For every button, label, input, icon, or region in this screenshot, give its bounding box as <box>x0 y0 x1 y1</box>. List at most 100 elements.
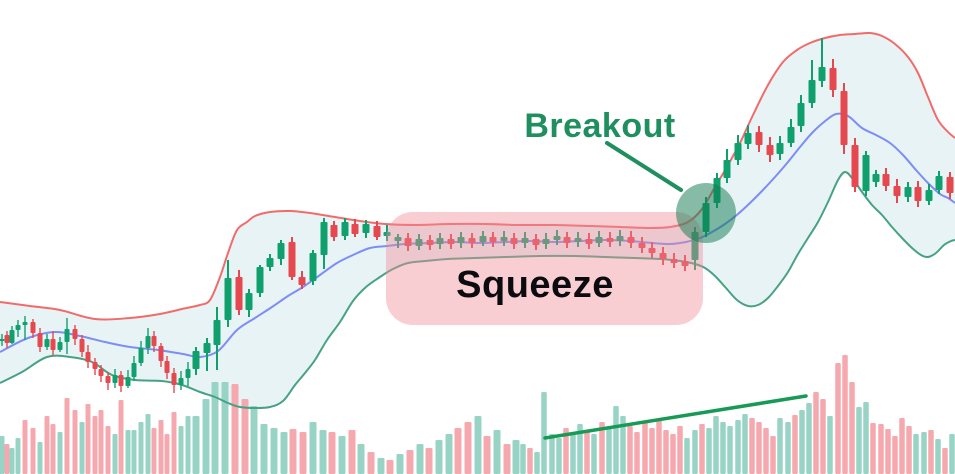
volume-bar <box>827 416 833 474</box>
candle-body <box>595 237 603 243</box>
volume-bar <box>749 418 755 474</box>
candle-body <box>213 320 221 345</box>
volume-bar <box>30 428 36 474</box>
volume-bar <box>474 416 482 474</box>
candle-body <box>64 329 70 342</box>
volume-bar <box>613 406 619 474</box>
candle-body <box>50 339 56 350</box>
candle-body <box>574 238 582 242</box>
volume-bar <box>677 426 683 474</box>
volume-bar <box>445 434 453 474</box>
candle-body <box>659 253 667 259</box>
breakout-highlight-circle <box>676 183 736 243</box>
candle-body <box>22 322 28 325</box>
candle-body <box>542 239 550 244</box>
volume-bar <box>145 414 151 474</box>
volume-bar <box>4 444 10 474</box>
candle-body <box>606 238 614 242</box>
volume-bar <box>192 416 200 474</box>
volume-bar <box>270 428 278 474</box>
volume-bar <box>563 428 569 474</box>
candle-body <box>192 351 200 369</box>
volume-bar <box>386 460 394 474</box>
candle-body <box>946 177 954 193</box>
candle-body <box>394 237 402 241</box>
volume-bar <box>863 402 869 474</box>
volume-bar <box>684 438 690 474</box>
volume-bar <box>512 440 520 474</box>
volume-bar <box>211 382 219 474</box>
volume-bar <box>942 448 948 474</box>
volume-bar <box>178 426 184 474</box>
volume-bar <box>64 398 70 474</box>
candle-body <box>776 143 784 154</box>
candle-body <box>404 238 412 246</box>
volume-bar <box>642 422 648 474</box>
volume-bar <box>406 450 414 474</box>
volume-bar <box>37 442 43 474</box>
candle-body <box>808 80 816 103</box>
volume-bar <box>727 426 733 474</box>
volume-bar <box>319 430 327 474</box>
volume-bar <box>241 399 249 474</box>
volume-bar <box>620 416 626 474</box>
candle-body <box>309 253 317 281</box>
breakout-pointer-line <box>605 141 683 192</box>
candle-body <box>288 242 296 277</box>
volume-bar <box>627 426 633 474</box>
candle-body <box>851 145 859 187</box>
candle-body <box>723 160 731 178</box>
volume-bar <box>849 382 855 474</box>
candle-body <box>256 267 264 293</box>
volume-bar <box>549 434 555 474</box>
candle-body <box>30 322 36 333</box>
candle-body <box>447 239 455 244</box>
candle-body <box>797 103 805 126</box>
candle-body <box>553 236 561 240</box>
volume-bar <box>44 416 50 474</box>
candle-body <box>882 174 890 186</box>
volume-bar <box>735 420 741 474</box>
volume-bar <box>584 430 590 474</box>
volume-bar <box>289 429 297 474</box>
volume-bar <box>527 448 533 474</box>
volume-bar <box>591 434 597 474</box>
volume-bar <box>483 436 491 474</box>
volume-bar <box>57 432 63 474</box>
volume-bar <box>634 432 640 474</box>
breakout-label: Breakout <box>524 107 676 145</box>
candle-body <box>105 376 111 383</box>
bollinger-upper-band <box>0 31 955 321</box>
volume-bar <box>118 400 124 474</box>
volume-bar <box>699 424 705 474</box>
candle-body <box>489 237 497 242</box>
candle-body <box>681 261 689 266</box>
volume-bar <box>250 406 258 474</box>
volume-bar <box>649 428 655 474</box>
candle-body <box>9 330 15 343</box>
volume-bar <box>416 444 424 474</box>
volume-bar <box>856 407 862 474</box>
volume-bar <box>813 392 819 474</box>
candle-body <box>164 361 170 373</box>
candle-body <box>277 243 285 259</box>
candle-body <box>734 143 742 160</box>
candle-body <box>298 277 306 285</box>
volume-bar <box>367 452 375 474</box>
candle-body <box>468 238 476 243</box>
volume-bar <box>454 428 462 474</box>
volume-bar <box>138 422 144 474</box>
volume-bar <box>806 403 812 474</box>
volume-bar <box>125 430 131 474</box>
volume-bar <box>720 422 726 474</box>
volume-trendline <box>543 394 808 440</box>
volume-bar <box>906 426 912 474</box>
volume-bar <box>541 392 547 474</box>
squeeze-label: Squeeze <box>456 264 614 306</box>
volume-bar <box>756 422 762 474</box>
candle-body <box>627 237 635 243</box>
volume-bar <box>913 434 919 474</box>
candle-body <box>138 348 144 363</box>
candle-body <box>648 248 656 253</box>
